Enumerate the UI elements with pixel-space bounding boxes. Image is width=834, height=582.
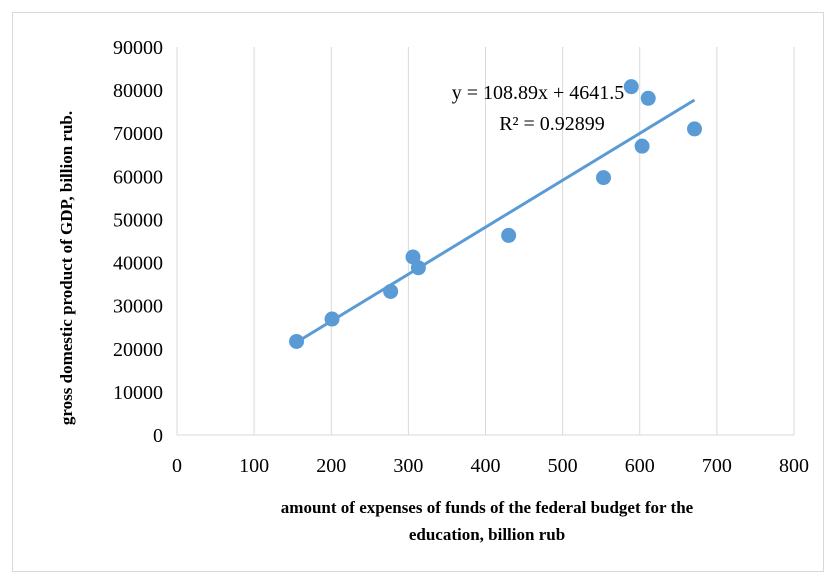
data-point <box>687 121 703 137</box>
data-point <box>640 90 656 106</box>
x-tick-label: 600 <box>625 455 655 477</box>
x-tick-labels: 0 100 200 300 400 500 600 700 800 <box>172 455 809 477</box>
y-tick-label: 10000 <box>113 382 163 404</box>
trendline-equation: y = 108.89x + 4641.5 <box>452 82 625 104</box>
y-tick-label: 80000 <box>113 80 163 102</box>
r-squared-label: R² = 0.92899 <box>499 113 605 135</box>
data-point <box>410 260 426 276</box>
x-tick-label: 400 <box>471 455 501 477</box>
x-tick-label: 800 <box>779 455 809 477</box>
data-point <box>634 138 650 154</box>
data-point <box>324 311 340 327</box>
y-tick-label: 60000 <box>113 166 163 188</box>
y-axis-title: gross domestic product of GDP, billion r… <box>57 111 76 425</box>
x-tick-label: 100 <box>239 455 269 477</box>
x-tick-label: 500 <box>548 455 578 477</box>
x-tick-label: 300 <box>393 455 423 477</box>
x-tick-label: 200 <box>316 455 346 477</box>
y-tick-label: 90000 <box>113 37 163 59</box>
y-tick-label: 0 <box>153 425 163 447</box>
x-tick-label: 700 <box>702 455 732 477</box>
data-point <box>623 79 639 95</box>
x-axis-title-line-1: amount of expenses of funds of the feder… <box>281 498 694 517</box>
data-point <box>289 333 305 349</box>
data-point <box>501 227 517 243</box>
y-tick-label: 70000 <box>113 123 163 145</box>
y-tick-label: 20000 <box>113 339 163 361</box>
chart-area <box>12 12 824 572</box>
gridlines <box>176 47 795 435</box>
x-tick-label: 0 <box>172 455 182 477</box>
y-tick-labels: 0 10000 20000 30000 40000 50000 60000 70000 8000… <box>113 37 163 447</box>
y-tick-label: 30000 <box>113 296 163 318</box>
trendline <box>295 98 696 344</box>
y-tick-label: 50000 <box>113 209 163 231</box>
data-point <box>383 283 399 299</box>
x-axis-title-line-2: education, billion rub <box>409 525 565 544</box>
y-tick-label: 40000 <box>113 253 163 275</box>
data-point <box>596 170 612 186</box>
data-points <box>289 79 703 349</box>
